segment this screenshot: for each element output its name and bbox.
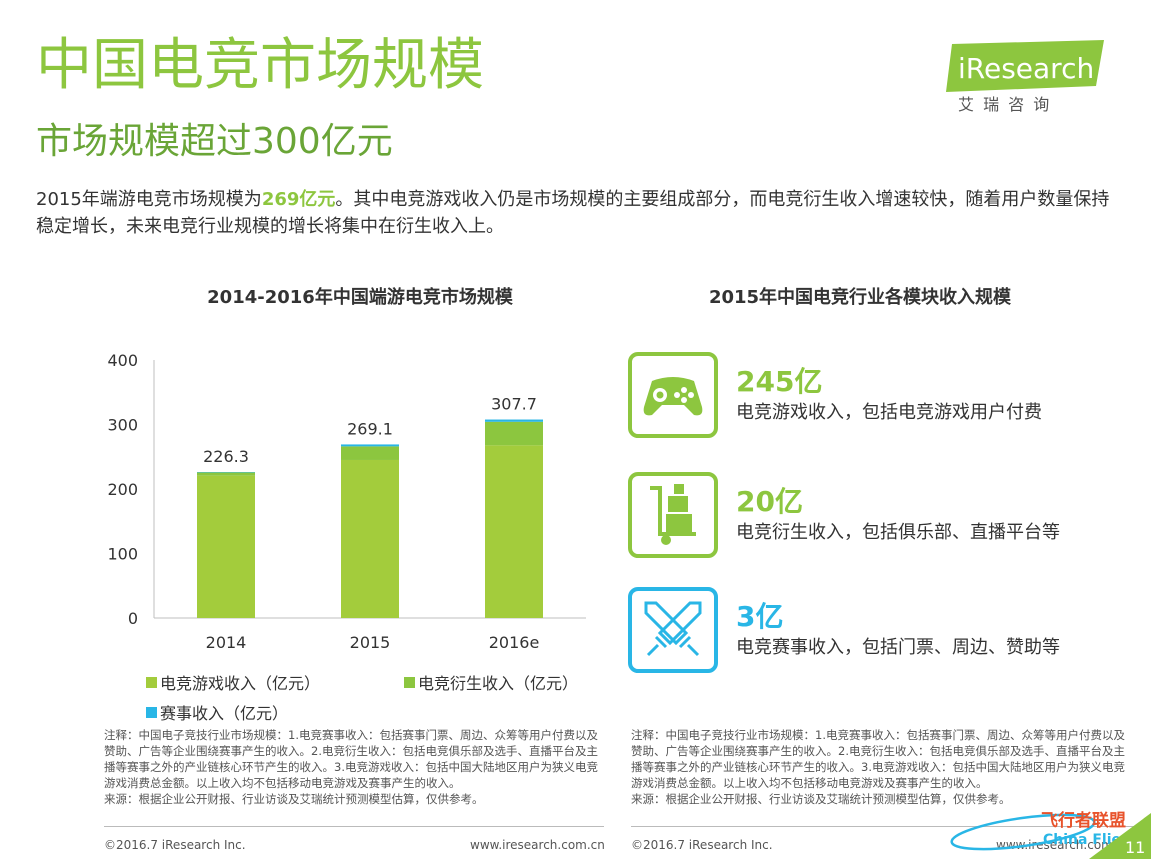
summary-highlight: 269亿元	[262, 189, 336, 210]
module-event-revenue: 3亿 电竞赛事收入，包括门票、周边、赞助等	[628, 587, 1108, 679]
bar-segment	[197, 476, 255, 618]
footer-url-left: www.iresearch.com.cn	[470, 838, 605, 852]
module-value: 20亿	[736, 480, 803, 520]
bar-total-label: 226.3	[203, 447, 249, 466]
bar-segment	[485, 422, 543, 446]
footer-copyright-left: ©2016.7 iResearch Inc.	[104, 838, 246, 852]
legend-item-event: 赛事收入（亿元）	[146, 700, 288, 724]
chart-title-market-size: 2014-2016年中国端游电竞市场规模	[170, 283, 550, 309]
legend-item-game: 电竞游戏收入（亿元）	[146, 670, 320, 694]
summary-text: 2015年端游电竞市场规模为269亿元。其中电竞游戏收入仍是市场规模的主要组成部…	[36, 186, 1116, 240]
module-game-revenue: 245亿 电竞游戏收入，包括电竞游戏用户付费	[628, 352, 1108, 444]
hand-truck-boxes-icon	[642, 482, 704, 548]
page-subtitle: 市场规模超过300亿元	[36, 124, 393, 160]
hand-truck-boxes-icon-box	[628, 472, 718, 558]
chart-title-modules: 2015年中国电竞行业各模块收入规模	[660, 283, 1060, 309]
logo-subtext: 艾 瑞 咨 询	[958, 95, 1051, 114]
page-number: 11	[1125, 838, 1145, 857]
legend-swatch-event	[146, 707, 157, 718]
bar-total-label: 269.1	[347, 419, 393, 438]
bar-segment	[485, 420, 543, 422]
bar-segment	[341, 446, 399, 460]
bar-segment	[341, 460, 399, 618]
crossed-swords-icon	[640, 597, 706, 663]
gamepad-icon-box	[628, 352, 718, 438]
legend-item-derivative: 电竞衍生收入（亿元）	[404, 670, 578, 694]
y-tick-label: 400	[107, 351, 138, 370]
legend-swatch-game	[146, 677, 157, 688]
bar-total-label: 307.7	[491, 395, 537, 414]
module-value: 245亿	[736, 360, 822, 400]
y-tick-label: 100	[107, 545, 138, 564]
module-derivative-revenue: 20亿 电竞衍生收入，包括俱乐部、直播平台等	[628, 472, 1108, 564]
logo-text: iResearch	[958, 52, 1094, 85]
y-tick-label: 0	[128, 609, 138, 628]
bar-segment	[197, 472, 255, 475]
page-number-badge: 11	[1089, 813, 1151, 859]
module-label: 电竞赛事收入，包括门票、周边、赞助等	[736, 633, 1060, 659]
x-tick-label: 2015	[350, 633, 391, 652]
bar-segment	[341, 444, 399, 446]
y-tick-label: 300	[107, 416, 138, 435]
iresearch-logo: iResearch 艾 瑞 咨 询	[938, 40, 1110, 120]
page-title: 中国电竞市场规模	[36, 38, 484, 94]
y-tick-label: 200	[107, 480, 138, 499]
gamepad-icon	[638, 367, 708, 423]
stacked-bar-chart: 0 100 200 300 400 226.3 2014 269.1 2015 307.7 2016…	[96, 340, 596, 660]
legend-swatch-derivative	[404, 677, 415, 688]
footer-divider-left	[104, 826, 604, 827]
x-tick-label: 2014	[206, 633, 247, 652]
x-tick-label: 2016e	[489, 633, 540, 652]
footer-copyright-right: ©2016.7 iResearch Inc.	[631, 838, 773, 852]
module-label: 电竞衍生收入，包括俱乐部、直播平台等	[736, 518, 1060, 544]
note-right: 注释：中国电子竞技行业市场规模：1.电竞赛事收入：包括赛事门票、周边、众筹等用户…	[631, 727, 1136, 807]
module-label: 电竞游戏收入，包括电竞游戏用户付费	[736, 398, 1042, 424]
crossed-swords-icon-box	[628, 587, 718, 673]
note-left: 注释：中国电子竞技行业市场规模：1.电竞赛事收入：包括赛事门票、周边、众筹等用户…	[104, 727, 609, 807]
module-value: 3亿	[736, 595, 783, 635]
bar-segment	[485, 445, 543, 618]
